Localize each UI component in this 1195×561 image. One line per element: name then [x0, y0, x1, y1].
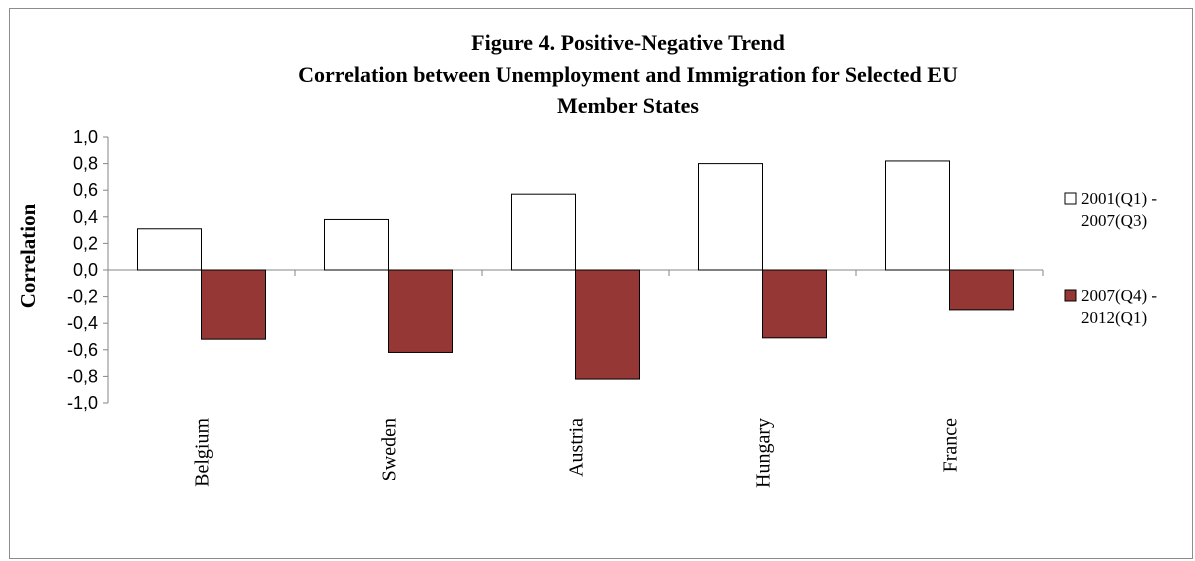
y-tick-label: 0,2 — [73, 233, 98, 253]
bar-france-series-1 — [885, 160, 950, 271]
y-tick-label: -0,8 — [67, 366, 98, 386]
chart-title: Figure 4. Positive-Negative Trend Correl… — [298, 30, 958, 118]
bar-austria-series-1 — [511, 193, 576, 271]
legend-label-2: 2007(Q4) - — [1081, 286, 1157, 305]
chart-title-line-1: Figure 4. Positive-Negative Trend — [471, 30, 785, 55]
bar-austria-series-2 — [575, 269, 640, 380]
legend-label-2: 2012(Q1) — [1081, 308, 1147, 327]
y-axis-label: Correlation — [16, 203, 40, 308]
bar-hungary-series-1 — [698, 163, 763, 271]
x-tick-label: Sweden — [379, 418, 401, 481]
bars — [137, 160, 1014, 380]
x-tick-label: France — [940, 418, 962, 473]
legend-swatch-1 — [1064, 192, 1077, 205]
y-tick-label: -0,6 — [67, 340, 98, 360]
bar-belgium-series-1 — [137, 228, 202, 271]
bar-hungary-series-2 — [762, 269, 827, 339]
legend-swatch-2 — [1064, 289, 1077, 302]
x-tick-label: Austria — [566, 418, 588, 477]
chart-title-line-3: Member States — [557, 93, 699, 118]
y-tick-label: -0,2 — [67, 287, 98, 307]
chart-title-line-2: Correlation between Unemployment and Imm… — [298, 62, 958, 87]
legend-label-1: 2007(Q3) — [1081, 211, 1147, 230]
x-tick-label: Belgium — [192, 418, 214, 487]
bar-sweden-series-2 — [388, 269, 453, 353]
y-tick-label: 0,8 — [73, 154, 98, 174]
x-tick-label: Hungary — [753, 418, 775, 488]
y-axis: 1,0 0,8 0,6 0,4 0,2 0,0 -0,2 -0,4 -0,6 -0,8 -1,0 — [67, 127, 109, 413]
y-tick-label: 1,0 — [73, 127, 98, 147]
y-tick-label: -1,0 — [67, 393, 98, 413]
y-tick-label: -0,4 — [67, 313, 98, 333]
bar-sweden-series-1 — [324, 218, 389, 271]
y-tick-label: 0,4 — [73, 207, 98, 227]
y-tick-label: 0,0 — [73, 260, 98, 280]
legend: 2001(Q1) - 2007(Q3) 2007(Q4) - 2012(Q1) — [1064, 189, 1157, 327]
bar-france-series-2 — [949, 269, 1014, 311]
y-tick-label: 0,6 — [73, 180, 98, 200]
legend-label-1: 2001(Q1) - — [1081, 189, 1157, 208]
bar-belgium-series-2 — [201, 269, 266, 340]
